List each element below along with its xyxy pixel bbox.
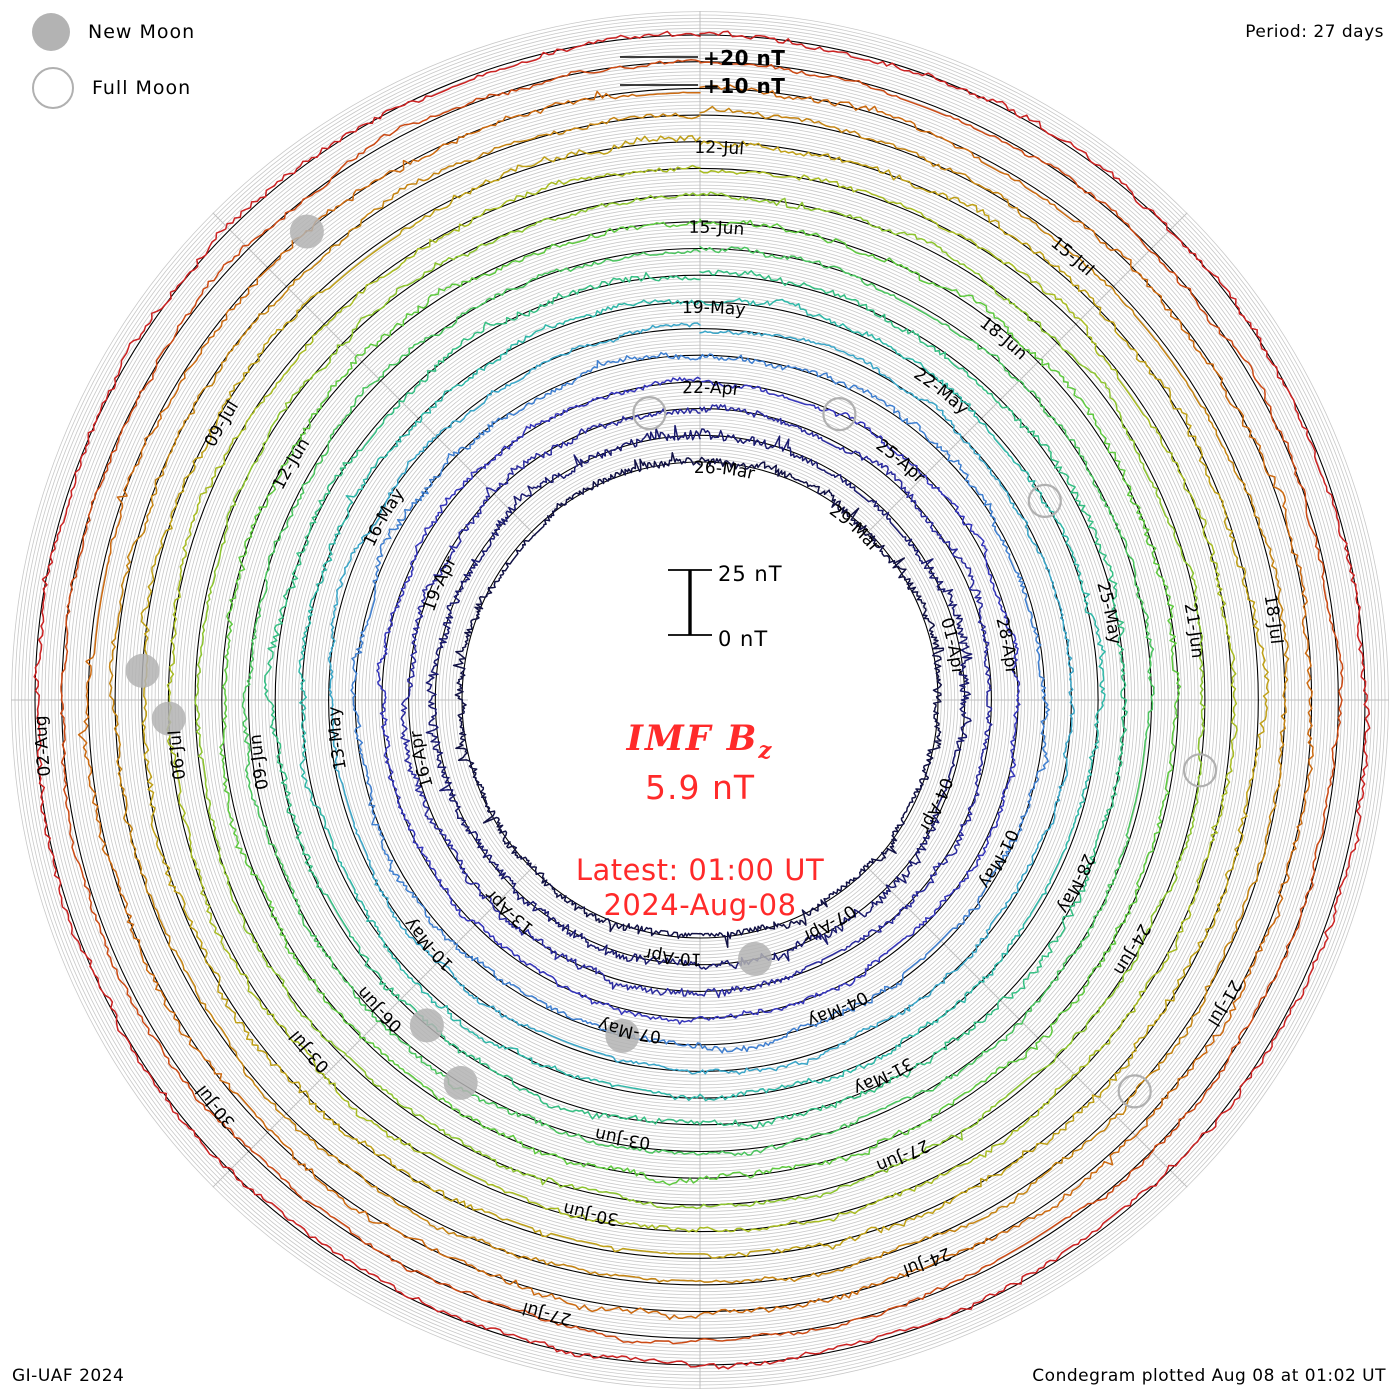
legend-item-full-moon: Full Moon [18, 60, 195, 116]
credit-label: GI-UAF 2024 [12, 1366, 125, 1386]
date-label: 19-May [682, 298, 747, 321]
radial-axis-label-10nt: +10 nT [703, 74, 786, 98]
date-label: 22-Apr [682, 378, 741, 400]
date-label: 29-Mar [825, 501, 884, 557]
date-label: 31-May [851, 1053, 917, 1099]
date-label: 21-Jun [1180, 601, 1208, 659]
scale-bar-top-label: 25 nT [718, 562, 783, 586]
date-label: 18-Jul [1260, 593, 1287, 645]
new-moon-icon [32, 13, 70, 51]
legend-item-new-moon: New Moon [18, 4, 195, 60]
plotted-timestamp-label: Condegram plotted Aug 08 at 01:02 UT [1032, 1366, 1386, 1386]
date-label: 24-Jul [900, 1243, 953, 1280]
full-moon-icon [32, 67, 74, 109]
new-moon-label: New Moon [88, 21, 196, 43]
date-label: 30-Jun [561, 1198, 620, 1229]
date-label: 15-Jun [688, 218, 745, 240]
date-label: 12-Jul [694, 138, 744, 160]
date-label: 26-Mar [694, 458, 757, 484]
moon-phase-legend: New Moon Full Moon [18, 4, 195, 116]
scale-bar-bottom-label: 0 nT [718, 627, 769, 651]
period-label: Period: 27 days [1245, 22, 1384, 42]
full-moon-label: Full Moon [92, 77, 192, 99]
radial-axis-label-20nt: +20 nT [703, 46, 786, 70]
date-label: 02-Aug [31, 715, 55, 777]
